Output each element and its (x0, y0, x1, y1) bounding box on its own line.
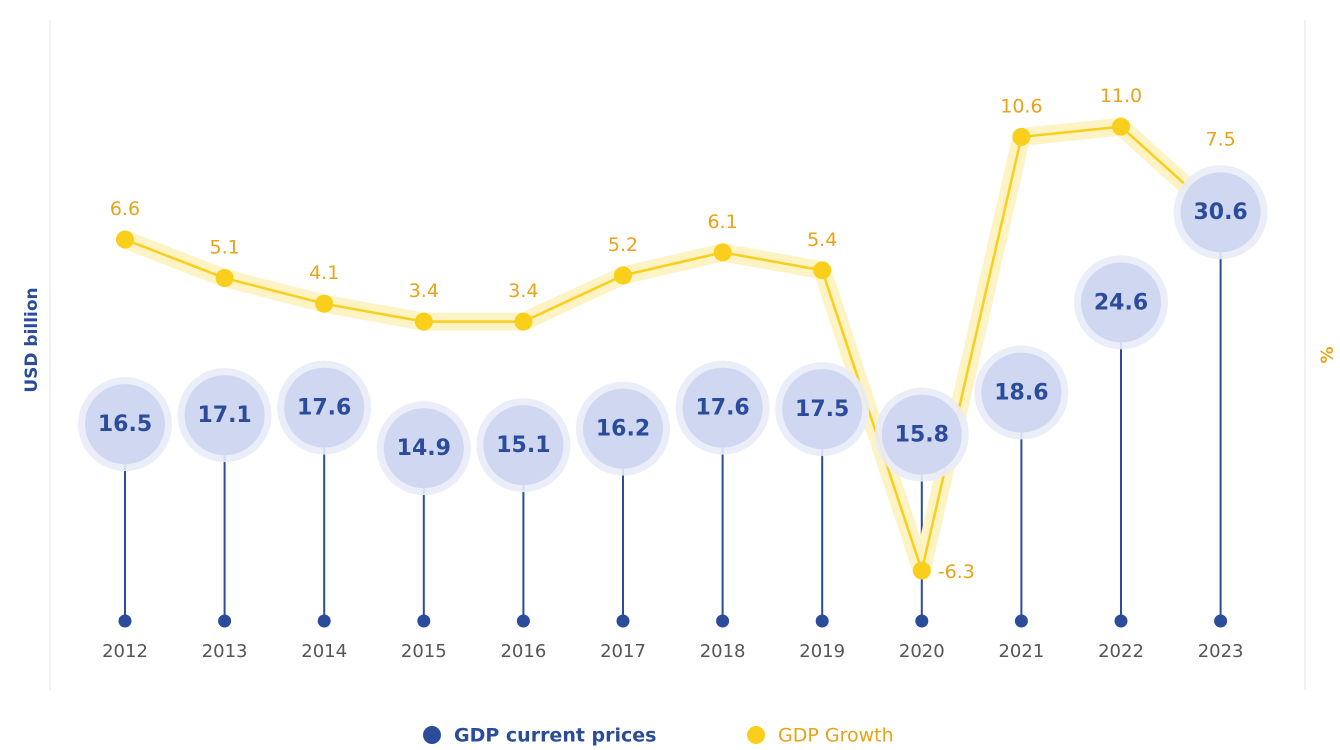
growth-point (912, 561, 931, 580)
y2-axis-label: % (1318, 346, 1338, 363)
growth-point (414, 312, 433, 331)
stem-base (218, 614, 232, 628)
stem-base (815, 614, 829, 628)
bubble-label: 16.2 (596, 417, 650, 442)
bubble-label: 17.1 (197, 403, 251, 428)
stem-base (616, 614, 630, 628)
growth-label: 3.4 (409, 280, 439, 302)
x-tick-label: 2017 (600, 641, 646, 662)
bubble-label: 18.6 (994, 381, 1048, 406)
bubble-label: 16.5 (98, 412, 152, 437)
stem-base (915, 614, 929, 628)
growth-label: 7.5 (1205, 129, 1235, 151)
bubble (1180, 172, 1261, 253)
growth-label: 6.1 (707, 211, 737, 233)
growth-label: 3.4 (508, 280, 538, 302)
growth-label: 5.2 (608, 234, 638, 256)
stem-base (1014, 614, 1028, 628)
bubble-label: 17.6 (695, 396, 749, 421)
legend-label: GDP Growth (778, 725, 894, 747)
bubble (1081, 262, 1161, 343)
growth-label: 4.1 (309, 262, 339, 284)
growth-point (116, 230, 134, 249)
growth-label: 11.0 (1100, 85, 1142, 107)
growth-point (514, 312, 533, 331)
y-axis-label: USD billion (22, 287, 42, 392)
x-tick-label: 2016 (500, 641, 546, 662)
growth-label: 5.1 (209, 237, 239, 259)
bubble (483, 405, 564, 486)
stem-base (1114, 614, 1128, 628)
x-tick-label: 2018 (700, 641, 746, 662)
bubble-label: 14.9 (397, 436, 451, 461)
bubble-label: 15.8 (895, 423, 949, 448)
growth-point (315, 294, 334, 313)
stem-base (716, 614, 730, 628)
growth-point (1012, 127, 1031, 146)
bubble (184, 375, 265, 456)
x-tick-label: 2020 (899, 641, 945, 662)
growth-point (813, 261, 832, 280)
x-tick-label: 2014 (301, 641, 347, 662)
bubble (583, 388, 663, 469)
stem-base (317, 614, 331, 628)
growth-point (1112, 117, 1130, 136)
stem-base (1214, 614, 1228, 628)
legend: GDP current prices GDP Growth (423, 725, 894, 747)
stem-base (118, 614, 132, 628)
bubble (85, 384, 165, 465)
growth-point (713, 243, 732, 262)
x-tick-label: 2012 (102, 641, 148, 662)
legend-label: GDP current prices (454, 725, 657, 747)
stem-base (516, 614, 530, 628)
x-tick-label: 2022 (1098, 641, 1144, 662)
x-tick-label: 2021 (998, 641, 1044, 662)
bubble-label: 17.6 (297, 396, 351, 421)
growth-label: 5.4 (807, 229, 837, 251)
x-tick-label: 2013 (202, 641, 248, 662)
x-tick-label: 2023 (1198, 641, 1244, 662)
x-tick-label: 2019 (799, 641, 845, 662)
bubble (881, 394, 962, 475)
growth-halo (116, 117, 1230, 580)
bubble-label: 24.6 (1094, 290, 1148, 315)
growth-label: -6.3 (938, 561, 975, 583)
growth-label: 10.6 (1000, 95, 1042, 117)
legend-swatch (747, 726, 765, 744)
bubble-label: 30.6 (1193, 200, 1247, 225)
bubble (782, 369, 863, 450)
growth-line (124, 125, 1222, 576)
bubble-label: 15.1 (496, 433, 550, 458)
growth-label: 6.6 (110, 198, 140, 220)
growth-point (614, 266, 632, 285)
x-tick-label: 2015 (401, 641, 447, 662)
growth-point (215, 269, 234, 288)
bubble (981, 352, 1062, 433)
stem-base (417, 614, 431, 628)
bubble (383, 408, 464, 489)
bubble (284, 367, 365, 448)
bubble-label: 17.5 (795, 397, 849, 422)
legend-swatch (423, 726, 441, 744)
bubble (682, 367, 763, 448)
